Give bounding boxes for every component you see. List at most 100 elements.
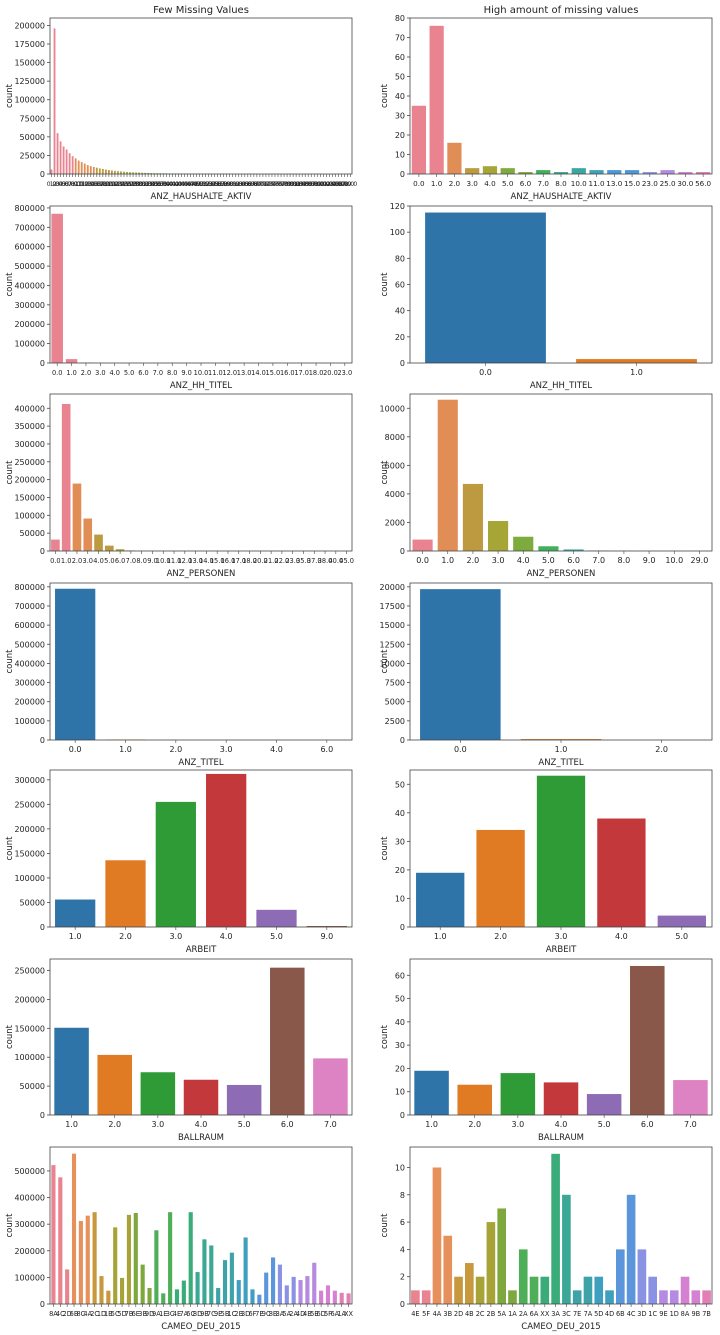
x-tick-label: 8.0 <box>618 556 631 565</box>
x-axis-label: ANZ_TITEL <box>538 758 584 768</box>
x-tick-label: 50.0 <box>196 181 210 188</box>
bar <box>313 1058 348 1115</box>
bar <box>696 172 711 174</box>
x-tick-label: 6F <box>248 1310 256 1318</box>
y-tick-label: 100000 <box>14 717 45 726</box>
bar <box>475 1276 485 1304</box>
x-tick-label: 2A <box>519 1310 528 1318</box>
y-axis-label: count <box>380 836 390 861</box>
bar <box>229 1252 234 1304</box>
x-tick-label: 5.0 <box>238 1120 251 1129</box>
x-axis-label: ANZ_PERSONEN <box>527 569 596 579</box>
x-tick-label: 42.0 <box>172 181 186 188</box>
x-tick-label: 16.0 <box>221 557 236 565</box>
y-tick-label: 200000 <box>14 476 45 485</box>
y-axis-label: count <box>5 83 15 108</box>
bar <box>420 589 501 740</box>
y-tick-label: 0 <box>400 1111 405 1120</box>
x-axis-label: BALLRAUM <box>178 1133 224 1143</box>
bar <box>138 172 140 174</box>
y-tick-label: 4 <box>400 1245 405 1254</box>
x-tick-label: 8B <box>269 1310 278 1318</box>
x-tick-label: 3D <box>637 1310 646 1318</box>
bar <box>616 1249 625 1304</box>
y-tick-label: 100000 <box>14 874 45 883</box>
x-tick-label: 10.0 <box>75 181 89 188</box>
chart-7: 0 100000 200000 300000 400000 500000 600000 700… <box>5 582 353 768</box>
bar <box>98 168 101 174</box>
x-tick-label: 70.0 <box>256 181 270 188</box>
chart-4: 0 20 40 60 80 100 120 0.0 1.0 ANZ_HH_TITEL count <box>380 202 713 391</box>
x-axis-label: CAMEO_DEU_2015 <box>161 1322 240 1332</box>
x-tick-label: 7.0 <box>538 179 550 188</box>
x-tick-label: 23.0 <box>337 369 352 377</box>
bar <box>59 141 62 174</box>
y-axis-label: count <box>5 649 15 674</box>
y-tick-label: 150000 <box>14 493 45 502</box>
x-tick-label: 3C <box>166 1310 175 1318</box>
bar <box>89 166 92 174</box>
chart-11: 0 50000 100000 150000 200000 250000 1.0 2.0 3.0 4… <box>5 958 353 1143</box>
x-tick-label: 25.0 <box>660 179 676 188</box>
x-tick-label: 8D <box>193 1310 202 1318</box>
y-tick-label: 70 <box>395 34 405 43</box>
x-tick-label: 56.0 <box>695 179 711 188</box>
x-tick-label: 16.0 <box>280 369 295 377</box>
bar <box>74 158 77 174</box>
x-tick-label: 1.0 <box>555 745 568 754</box>
x-tick-label: 7A <box>584 1310 593 1318</box>
bar <box>65 1269 70 1304</box>
bar <box>562 1194 571 1304</box>
bar <box>421 1290 431 1304</box>
bar <box>465 168 480 174</box>
bar <box>97 1054 132 1115</box>
y-tick-label: 200000 <box>14 698 45 707</box>
x-tick-label: 18.0 <box>242 557 257 565</box>
x-tick-label: 9E <box>659 1310 667 1318</box>
bar <box>673 1080 708 1115</box>
chart-title: Few Missing Values <box>153 5 249 16</box>
bar <box>140 1072 176 1115</box>
bar <box>71 1153 77 1304</box>
bar <box>411 1290 420 1304</box>
x-tick-label: 90.0 <box>317 181 331 188</box>
x-tick-label: 3D <box>241 1310 250 1318</box>
x-axis-label: ARBEIT <box>186 945 217 955</box>
x-tick-label: 68.0 <box>250 181 264 188</box>
x-tick-label: 35.0 <box>151 181 165 188</box>
bar <box>529 1276 539 1304</box>
y-tick-label: 700000 <box>14 602 45 611</box>
bar <box>518 1249 528 1304</box>
bar <box>107 169 110 174</box>
bar <box>457 1084 492 1115</box>
x-tick-label: 2.0 <box>655 745 668 754</box>
y-tick-label: 100000 <box>14 511 45 520</box>
x-tick-label: 40.0 <box>166 181 180 188</box>
x-tick-label: 0.0 <box>50 557 61 565</box>
y-tick-label: 2 <box>400 1273 405 1282</box>
x-tick-label: 10.0 <box>571 179 587 188</box>
y-tick-label: 100000 <box>14 96 45 105</box>
x-tick-label: 1B <box>104 1310 113 1318</box>
bar <box>86 165 89 174</box>
x-tick-label: 48.0 <box>190 181 204 188</box>
bar <box>257 1294 262 1304</box>
x-tick-label: 92.0 <box>323 181 337 188</box>
x-tick-label: 9.0 <box>181 369 192 377</box>
x-tick-label: 4B <box>303 1310 312 1318</box>
bar <box>236 1280 241 1304</box>
x-tick-label: 2.0 <box>108 1120 121 1129</box>
bar <box>659 1290 668 1304</box>
plot-frame <box>49 582 353 741</box>
bar <box>518 172 533 174</box>
x-tick-label: 11.0 <box>589 179 605 188</box>
bar <box>605 1290 614 1304</box>
bar <box>62 146 65 174</box>
x-tick-label: 5.0 <box>104 557 115 565</box>
y-tick-label: 125000 <box>14 77 45 86</box>
x-tick-label: 5B <box>221 1310 230 1318</box>
x-axis-label: CAMEO_DEU_2015 <box>521 1322 600 1332</box>
bar <box>264 1272 269 1304</box>
x-tick-label: 3B <box>443 1310 452 1318</box>
